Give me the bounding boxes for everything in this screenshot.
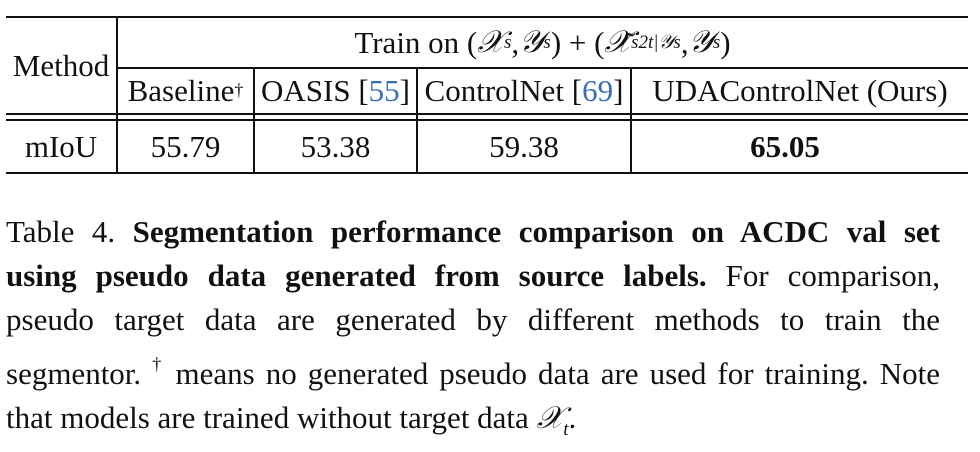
caption-body: For comparison, pseudo target data are g… bbox=[6, 258, 940, 391]
math-sub: s bbox=[543, 31, 551, 53]
table-cell: 55.79 bbox=[150, 128, 221, 164]
row-label: mIoU bbox=[24, 128, 98, 164]
caption-end: . bbox=[568, 400, 577, 435]
citation-link[interactable]: 69 bbox=[582, 72, 614, 108]
caption-math-x: 𝒳 bbox=[536, 400, 564, 435]
train-on-suffix: ) bbox=[720, 24, 731, 60]
math-x-tilde-symbol: 𝒳̃ bbox=[604, 24, 632, 59]
caption-label: Table 4. bbox=[6, 214, 133, 249]
math-x-symbol: 𝒳 bbox=[477, 24, 504, 59]
col-header-label: ControlNet [ bbox=[424, 72, 583, 108]
col-divider-oasis bbox=[416, 67, 418, 173]
table-header-rule bbox=[6, 113, 968, 115]
method-header: Method bbox=[6, 18, 116, 113]
col-header-udacontrolnet: UDAControlNet (Ours) bbox=[632, 68, 968, 113]
col-header-baseline: Baseline † bbox=[118, 68, 253, 113]
caption-math-sub: t bbox=[563, 419, 569, 441]
value-controlnet: 59.38 bbox=[418, 121, 630, 172]
col-divider-method bbox=[116, 17, 118, 173]
value-baseline: 55.79 bbox=[118, 121, 253, 172]
col-header-label: Baseline bbox=[127, 72, 235, 108]
table-cell: 59.38 bbox=[489, 128, 559, 164]
math-sub: s bbox=[503, 31, 512, 53]
train-on-sep: , bbox=[511, 24, 520, 60]
caption-body: means no generated pseudo data are used … bbox=[6, 356, 941, 435]
math-y-symbol: 𝒴 bbox=[519, 24, 544, 59]
col-divider-controlnet bbox=[630, 67, 632, 173]
table-header-rule-double bbox=[6, 119, 968, 121]
train-on-underline bbox=[117, 67, 968, 69]
math-sub: s2t|𝒴s bbox=[631, 31, 681, 53]
citation-link[interactable]: 55 bbox=[368, 72, 400, 108]
col-header-controlnet: ControlNet [69] bbox=[418, 68, 630, 113]
col-divider-baseline bbox=[253, 67, 255, 173]
table-cell: 53.38 bbox=[300, 128, 371, 164]
caption-dagger: † bbox=[152, 354, 165, 374]
table-top-rule bbox=[6, 16, 968, 18]
train-on-mid: ) + ( bbox=[550, 24, 605, 60]
table-caption: Table 4. Segmentation performance compar… bbox=[6, 210, 940, 452]
table-cell-best: 65.05 bbox=[750, 128, 820, 164]
math-y-symbol: 𝒴 bbox=[688, 24, 713, 59]
caption-title: Segmentation performance comparison on A… bbox=[6, 214, 940, 293]
table-bottom-rule bbox=[6, 172, 968, 174]
value-oasis: 53.38 bbox=[255, 121, 416, 172]
col-header-close: ] bbox=[399, 72, 410, 108]
train-on-prefix: Train on ( bbox=[354, 24, 478, 60]
math-sub: s bbox=[712, 31, 721, 53]
col-header-label: OASIS [ bbox=[261, 72, 369, 108]
col-header-close: ] bbox=[613, 72, 624, 108]
dagger-mark: † bbox=[234, 80, 244, 100]
value-udacontrolnet: 65.05 bbox=[632, 121, 938, 172]
col-header-label: UDAControlNet (Ours) bbox=[652, 72, 948, 108]
row-label-miou: mIoU bbox=[6, 121, 116, 172]
method-header-text: Method bbox=[12, 47, 110, 83]
col-header-oasis: OASIS [55] bbox=[255, 68, 416, 113]
train-on-sep: , bbox=[680, 24, 689, 60]
